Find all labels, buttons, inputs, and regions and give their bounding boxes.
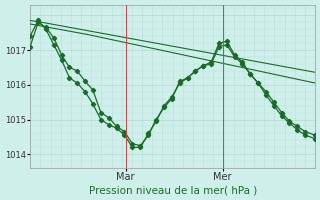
X-axis label: Pression niveau de la mer( hPa ): Pression niveau de la mer( hPa )	[89, 185, 257, 195]
